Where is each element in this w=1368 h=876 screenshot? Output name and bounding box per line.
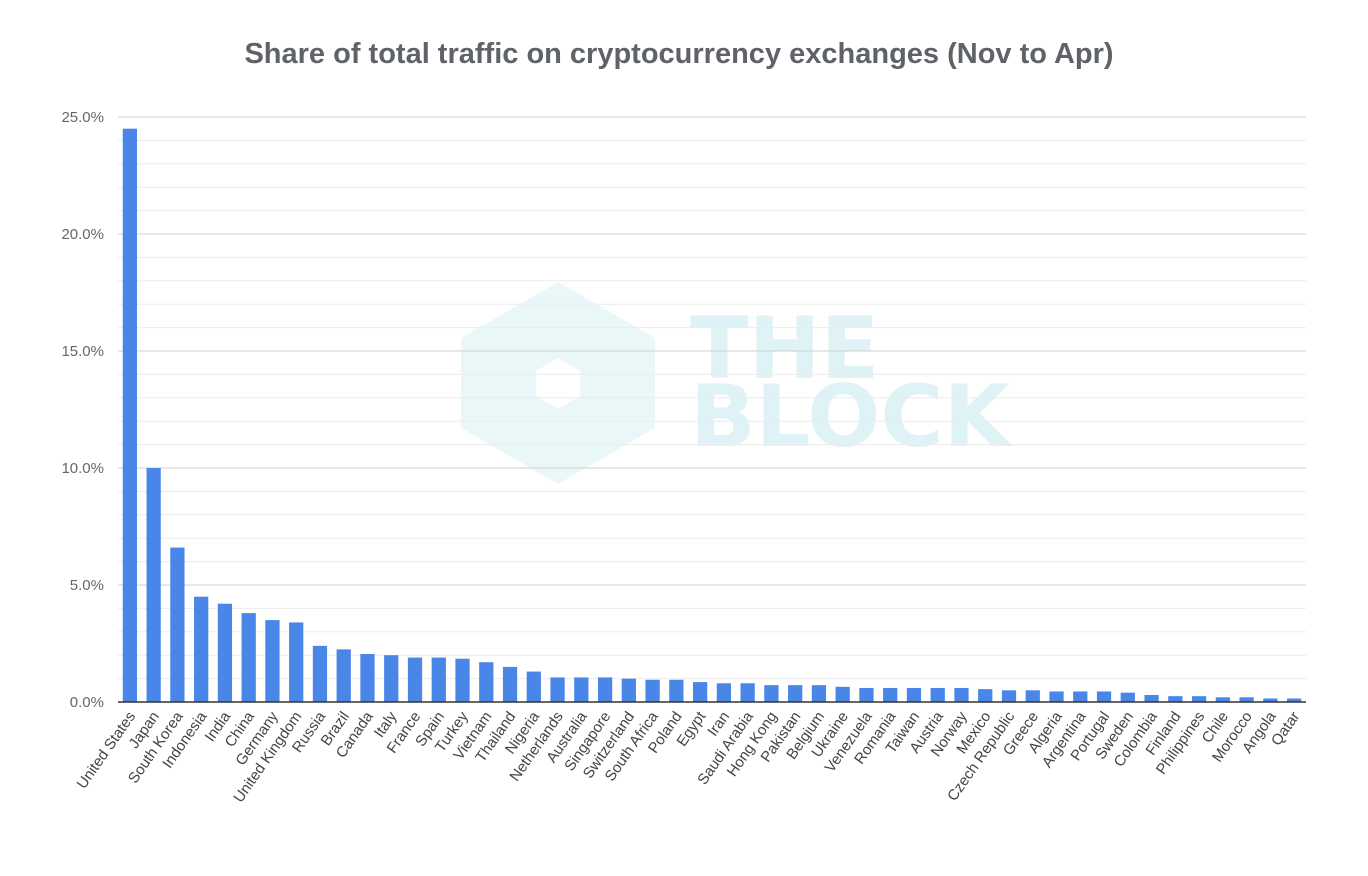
bar xyxy=(502,666,518,702)
bar xyxy=(978,689,993,702)
y-tick-label: 25.0% xyxy=(61,109,104,126)
bar xyxy=(1168,696,1183,702)
bar xyxy=(574,677,589,702)
bar xyxy=(1049,691,1064,702)
bar xyxy=(265,620,280,702)
watermark-inner-hexagon xyxy=(536,358,580,409)
bar xyxy=(289,622,304,702)
bar xyxy=(621,678,636,702)
y-tick-label: 5.0% xyxy=(70,577,104,594)
bar xyxy=(1263,698,1278,702)
bar xyxy=(1001,690,1017,702)
bar xyxy=(645,679,660,702)
bar xyxy=(930,687,945,702)
bar xyxy=(1096,691,1112,702)
bar xyxy=(122,128,138,702)
bar xyxy=(1073,691,1088,702)
bar xyxy=(1215,697,1230,702)
bar xyxy=(788,685,803,702)
bar xyxy=(479,662,494,702)
watermark-line2: BLOCK xyxy=(690,367,1014,467)
bar xyxy=(194,596,209,702)
bar xyxy=(146,468,161,702)
gridlines xyxy=(118,116,1306,680)
bar xyxy=(455,658,470,702)
bar xyxy=(954,687,969,702)
y-tick-label: 15.0% xyxy=(61,343,104,360)
bar xyxy=(859,687,874,702)
bar xyxy=(360,654,375,702)
bar xyxy=(906,687,922,702)
bar xyxy=(1144,694,1159,702)
y-axis-ticks: 0.0% 5.0% 10.0% 15.0% 20.0% 25.0% xyxy=(61,109,104,711)
bar xyxy=(1025,690,1040,702)
chart-title: Share of total traffic on cryptocurrency… xyxy=(244,38,1114,70)
watermark: THE BLOCK xyxy=(461,282,1014,484)
bar xyxy=(312,645,328,702)
bar xyxy=(431,657,446,702)
bar xyxy=(407,657,423,702)
y-tick-label: 20.0% xyxy=(61,226,104,243)
bar xyxy=(526,671,541,702)
bar xyxy=(336,649,351,702)
bar xyxy=(550,677,565,702)
y-tick-label: 0.0% xyxy=(70,694,104,711)
bar xyxy=(716,683,732,702)
bar xyxy=(835,686,850,702)
bar xyxy=(217,603,233,702)
bars xyxy=(122,128,1302,702)
bar xyxy=(1239,697,1254,702)
bar xyxy=(669,679,684,702)
bar xyxy=(597,677,613,702)
bar xyxy=(692,682,708,702)
bar xyxy=(883,687,898,702)
bar xyxy=(764,685,779,702)
y-tick-label: 10.0% xyxy=(61,460,104,477)
watermark-line1: THE xyxy=(690,299,879,399)
bar xyxy=(740,683,755,702)
bar xyxy=(1286,698,1302,702)
bar xyxy=(170,547,185,702)
bar xyxy=(1191,696,1207,702)
bar xyxy=(811,685,827,702)
bar xyxy=(1120,692,1135,702)
bar xyxy=(241,613,256,702)
bar xyxy=(384,655,399,702)
